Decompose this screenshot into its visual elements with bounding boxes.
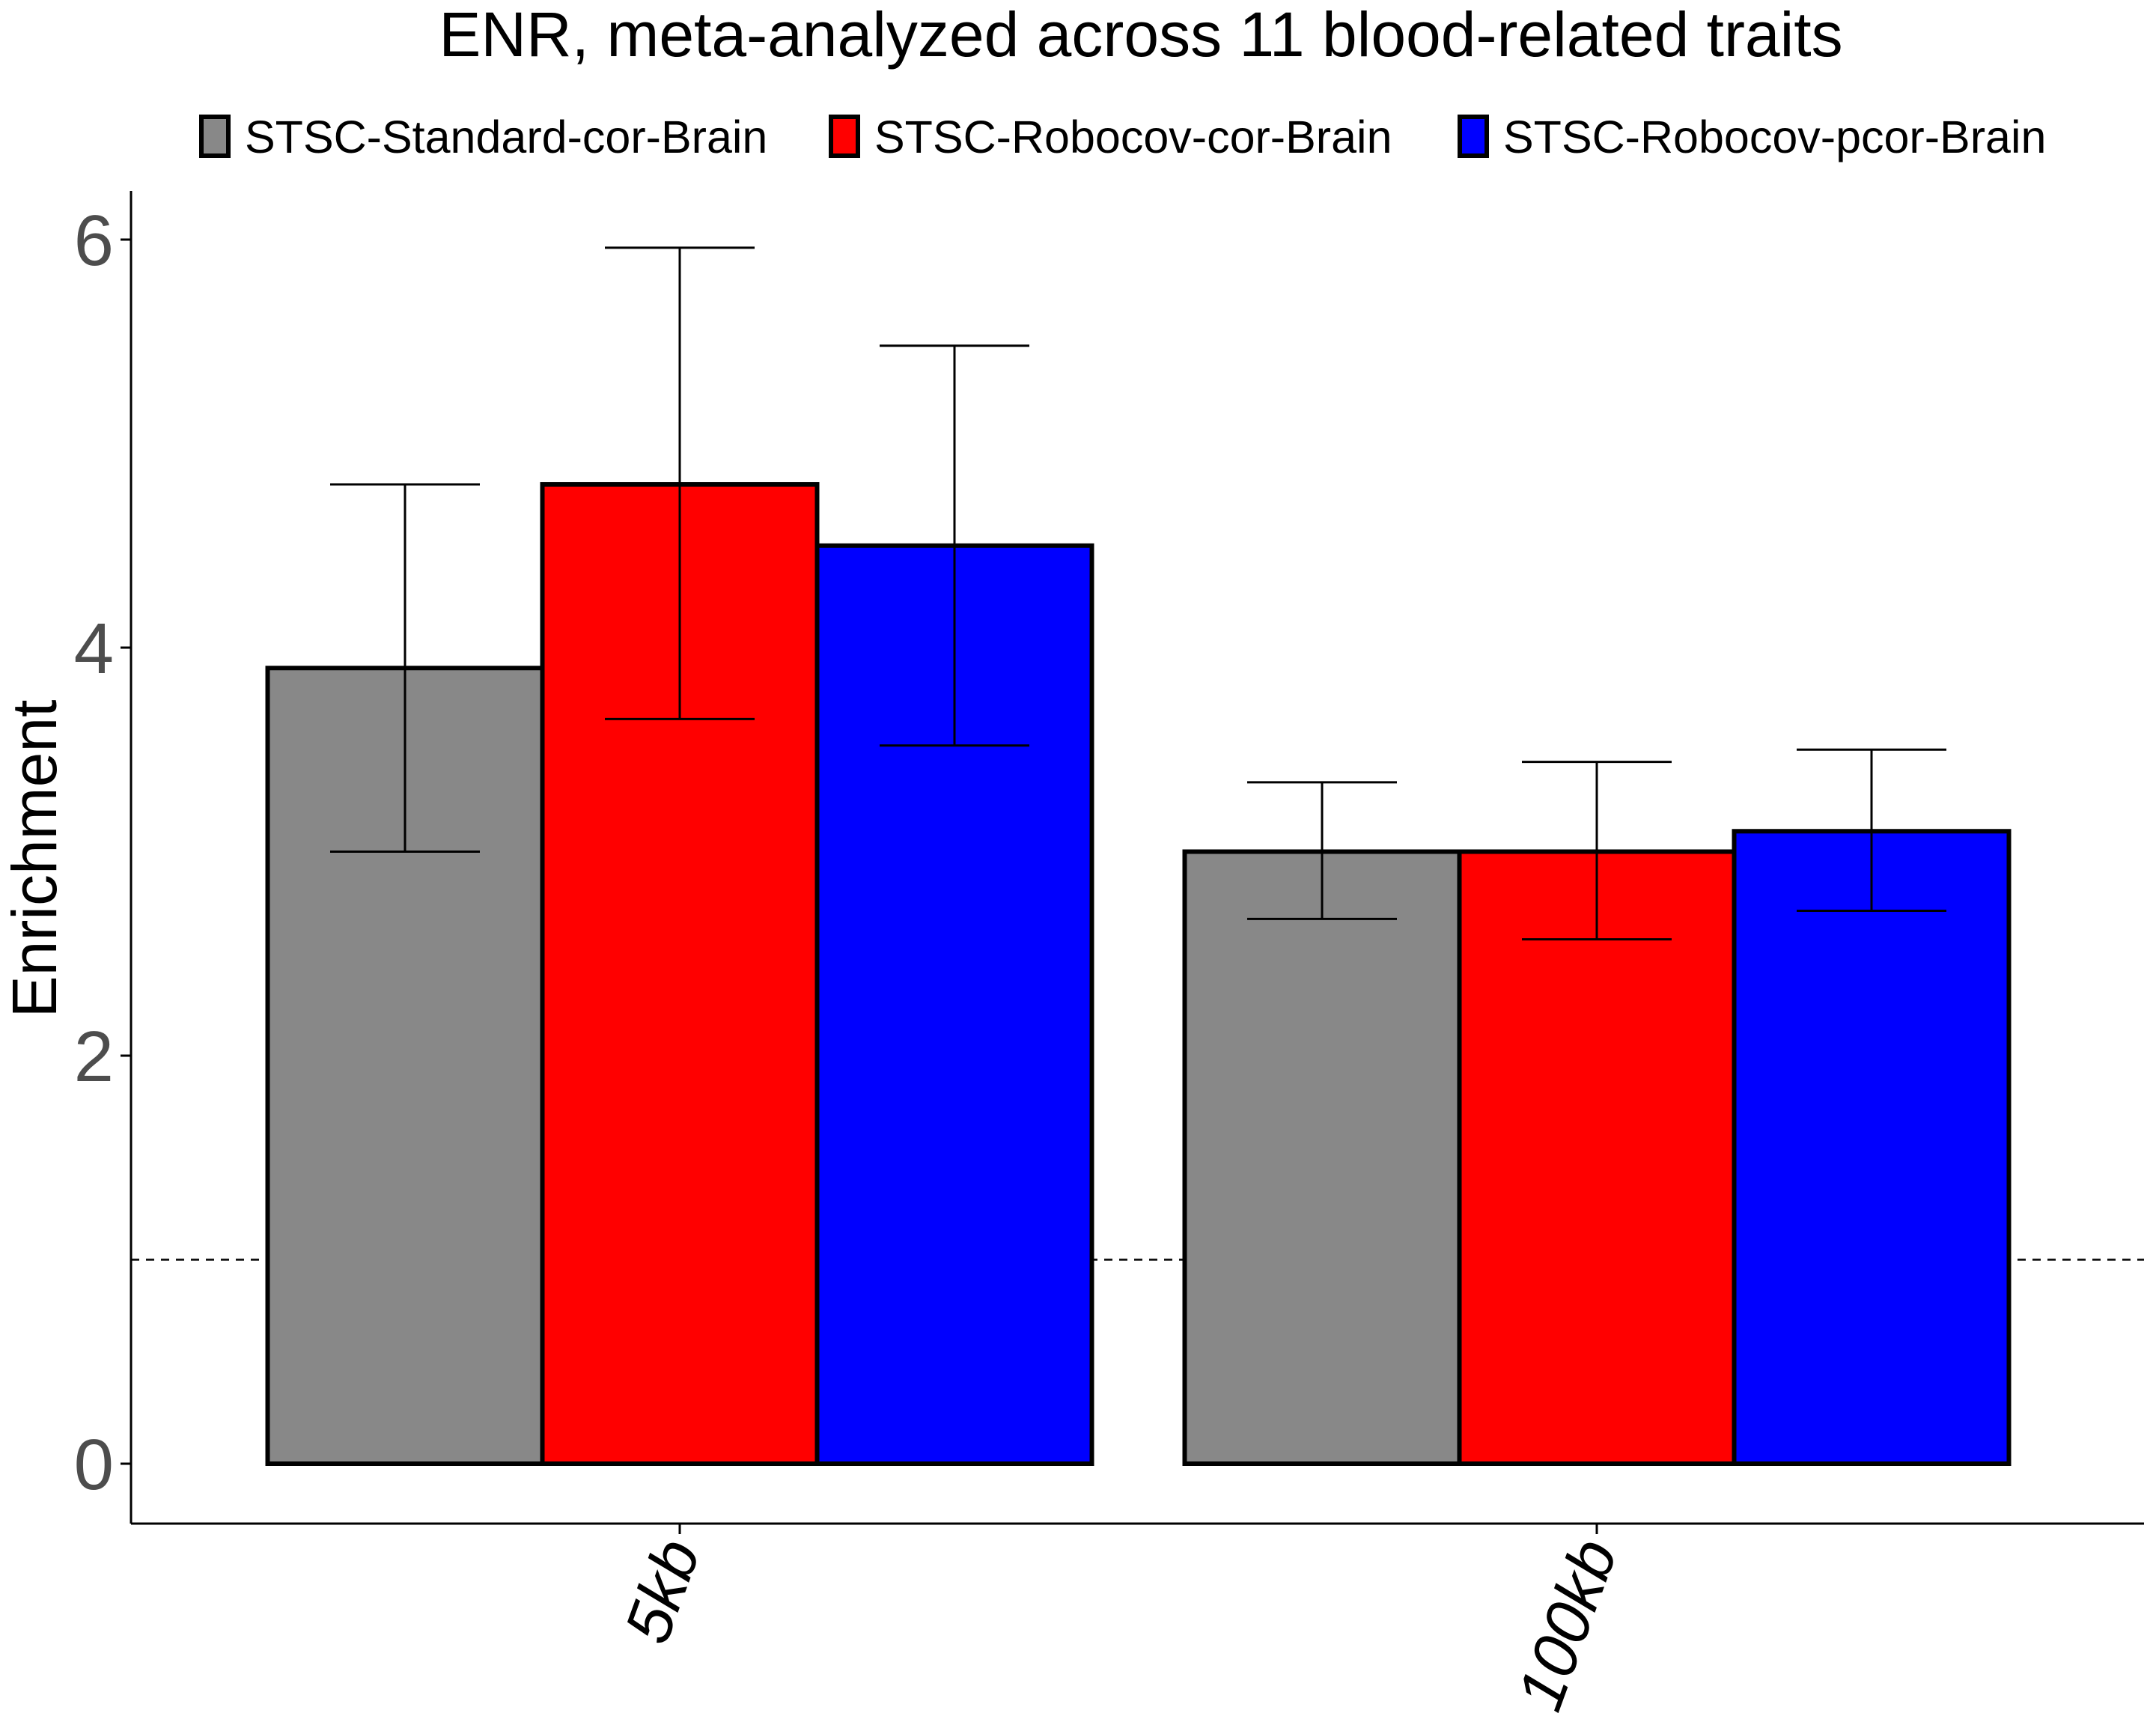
legend-item-STSC-Robocov-cor-Brain: STSC-Robocov-cor-Brain <box>829 112 1392 162</box>
legend-label: STSC-Robocov-cor-Brain <box>874 112 1392 162</box>
y-tick-label: 6 <box>74 201 114 281</box>
chart-title: ENR, meta-analyzed across 11 blood-relat… <box>439 0 1842 70</box>
x-tick-label-100kb: 100kb <box>1503 1530 1630 1720</box>
legend-swatch <box>1458 115 1489 158</box>
legend-label: STSC-Standard-cor-Brain <box>245 112 767 162</box>
legend-swatch <box>829 115 860 158</box>
error-bar-STSC-Robocov-cor-Brain-100kb <box>1522 761 1672 941</box>
bar-STSC-Standard-cor-Brain-100kb <box>1182 849 1462 1466</box>
y-axis-title: Enrichment <box>0 700 70 1018</box>
legend-item-STSC-Robocov-pcor-Brain: STSC-Robocov-pcor-Brain <box>1458 112 2046 162</box>
y-tick-label: 2 <box>74 1017 114 1097</box>
legend-swatch <box>199 115 231 158</box>
error-bar-STSC-Robocov-cor-Brain-5kb <box>605 246 755 720</box>
error-bar-STSC-Robocov-pcor-Brain-5kb <box>880 344 1029 747</box>
legend-label: STSC-Robocov-pcor-Brain <box>1503 112 2046 162</box>
bar-STSC-Robocov-pcor-Brain-100kb <box>1732 829 2012 1466</box>
y-tick-label: 0 <box>74 1425 114 1505</box>
legend: STSC-Standard-cor-Brain STSC-Robocov-cor-… <box>199 112 2046 162</box>
legend-item-STSC-Standard-cor-Brain: STSC-Standard-cor-Brain <box>199 112 767 162</box>
y-tick-label: 4 <box>74 609 114 689</box>
error-bar-STSC-Standard-cor-Brain-100kb <box>1247 781 1397 920</box>
bar-STSC-Robocov-cor-Brain-100kb <box>1457 849 1737 1466</box>
x-tick-label-5kb: 5kb <box>611 1530 714 1652</box>
error-bar-STSC-Robocov-pcor-Brain-100kb <box>1797 748 1946 913</box>
error-bar-STSC-Standard-cor-Brain-5kb <box>330 483 480 853</box>
plot-area: 0 2 4 6 5kb 100kb <box>74 191 2144 1720</box>
